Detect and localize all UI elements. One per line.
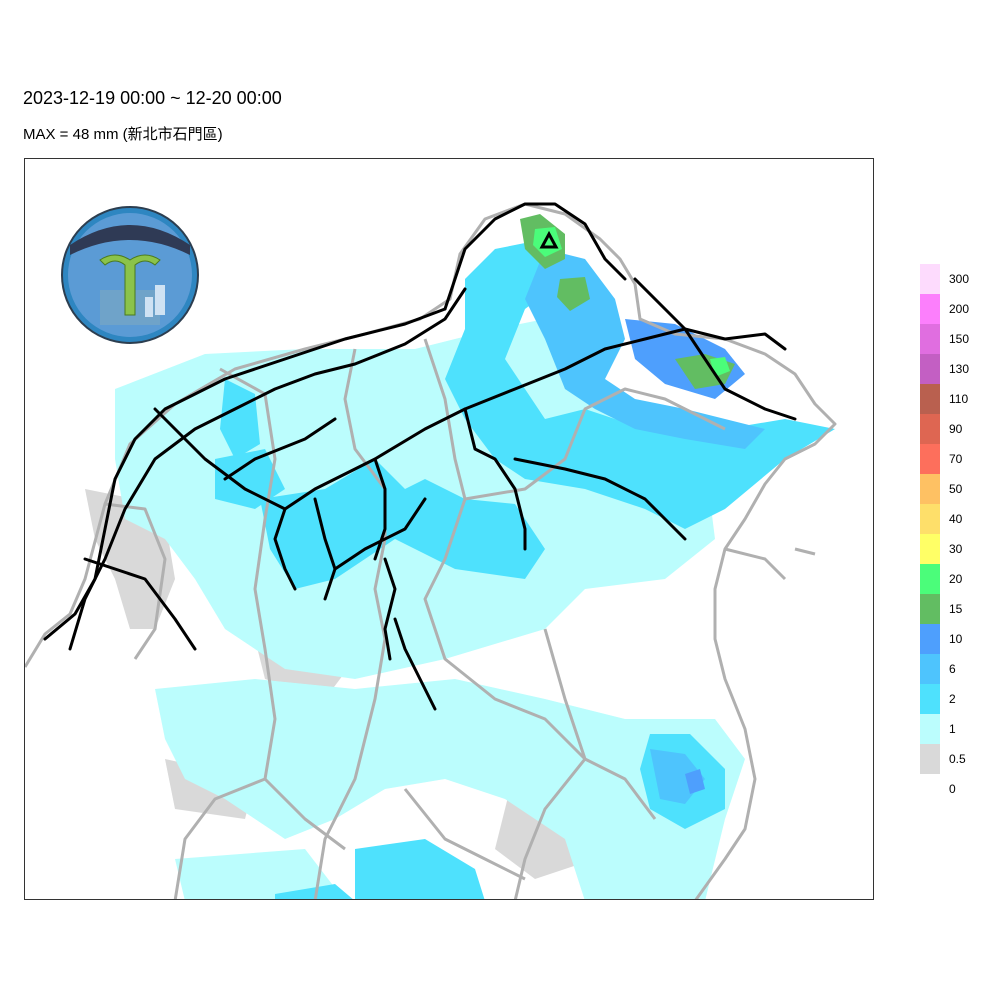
legend-swatch — [920, 324, 940, 354]
legend-swatch — [920, 714, 940, 744]
legend-row: 2 — [920, 684, 990, 714]
legend-row: 1 — [920, 714, 990, 744]
legend-swatch — [920, 264, 940, 294]
legend-swatch — [920, 414, 940, 444]
legend-swatch — [920, 444, 940, 474]
legend-row: 10 — [920, 624, 990, 654]
legend-row: 70 — [920, 444, 990, 474]
legend-label: 1 — [949, 722, 956, 736]
legend-swatch — [920, 744, 940, 774]
legend-row: 130 — [920, 354, 990, 384]
triangle-icon[interactable] — [539, 230, 559, 249]
legend-label: 2 — [949, 692, 956, 706]
legend-label: 10 — [949, 632, 963, 646]
legend-swatch — [920, 654, 940, 684]
legend-label: 50 — [949, 482, 963, 496]
legend-swatch — [920, 624, 940, 654]
legend-swatch — [920, 504, 940, 534]
legend-label: 40 — [949, 512, 963, 526]
legend-swatch — [920, 684, 940, 714]
legend-swatch — [920, 294, 940, 324]
legend-row: 6 — [920, 654, 990, 684]
legend-swatch — [920, 354, 940, 384]
legend-swatch — [920, 384, 940, 414]
legend-row: 150 — [920, 324, 990, 354]
legend-label: 15 — [949, 602, 963, 616]
agency-logo — [60, 205, 200, 345]
legend-label: 6 — [949, 662, 956, 676]
legend-swatch — [920, 474, 940, 504]
legend-row: 110 — [920, 384, 990, 414]
legend-row: 90 — [920, 414, 990, 444]
legend-label: 90 — [949, 422, 963, 436]
legend-swatch — [920, 534, 940, 564]
legend-swatch — [920, 564, 940, 594]
legend-row: 20 — [920, 564, 990, 594]
legend-row: 15 — [920, 594, 990, 624]
legend-row: 0.5 — [920, 744, 990, 774]
legend-label: 0.5 — [949, 752, 966, 766]
legend-label: 110 — [949, 392, 969, 406]
legend-swatch — [920, 594, 940, 624]
legend-label: 0 — [949, 782, 956, 796]
legend-label: 130 — [949, 362, 970, 376]
legend-label: 150 — [949, 332, 970, 346]
legend-row: 50 — [920, 474, 990, 504]
legend-label: 70 — [949, 452, 963, 466]
legend-label: 300 — [949, 272, 970, 286]
legend-row: 30 — [920, 534, 990, 564]
district-borders — [25, 202, 837, 899]
legend-row: 300 — [920, 264, 990, 294]
legend-label: 200 — [949, 302, 970, 316]
map-title: 2023-12-19 00:00 ~ 12-20 00:00 — [23, 88, 282, 108]
legend-row: 0 — [920, 774, 990, 804]
max-rainfall-subtitle: MAX = 48 mm (新北市石門區) — [23, 126, 223, 143]
legend-label: 30 — [949, 542, 963, 556]
major-roads — [43, 202, 797, 711]
legend-swatch — [920, 774, 940, 804]
legend-label: 20 — [949, 572, 963, 586]
legend-row: 200 — [920, 294, 990, 324]
rainfall-map[interactable] — [24, 158, 874, 900]
rainfall-legend: 300 200 150 130 110 90 70 50 40 30 20 15 10 6 2 1 0.5 0 — [920, 264, 990, 804]
legend-row: 40 — [920, 504, 990, 534]
